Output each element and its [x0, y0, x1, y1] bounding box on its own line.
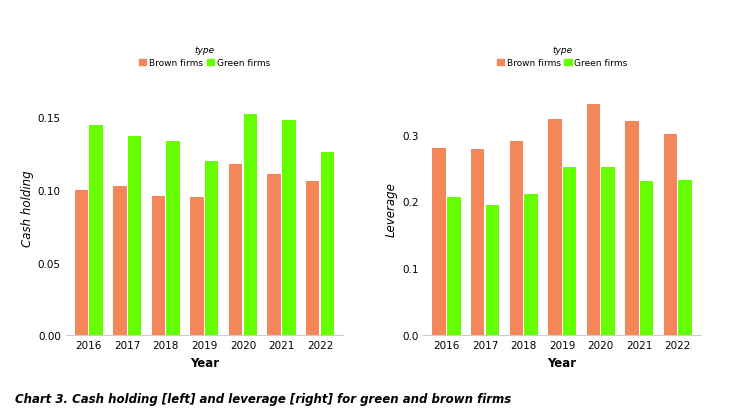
Bar — [128, 137, 142, 335]
Bar — [587, 105, 600, 335]
Bar — [244, 115, 257, 335]
X-axis label: Year: Year — [548, 356, 577, 369]
Bar — [89, 125, 103, 335]
Bar — [510, 142, 523, 335]
X-axis label: Year: Year — [190, 356, 219, 369]
Y-axis label: Cash holding: Cash holding — [20, 171, 34, 247]
Bar — [471, 149, 485, 335]
Bar — [113, 186, 127, 335]
Bar — [282, 121, 296, 335]
Bar — [548, 120, 561, 335]
Legend: Brown firms, Green firms: Brown firms, Green firms — [496, 46, 628, 68]
Legend: Brown firms, Green firms: Brown firms, Green firms — [139, 46, 270, 68]
Bar — [625, 122, 639, 335]
Bar — [74, 191, 88, 335]
Bar — [152, 196, 165, 335]
Bar — [664, 135, 677, 335]
Bar — [524, 195, 537, 335]
Bar — [320, 153, 334, 335]
Bar — [191, 198, 204, 335]
Text: Chart 3. Cash holding [left] and leverage [right] for green and brown firms: Chart 3. Cash holding [left] and leverag… — [15, 392, 511, 405]
Y-axis label: Leverage: Leverage — [385, 181, 398, 236]
Bar — [678, 180, 692, 335]
Bar — [205, 162, 218, 335]
Bar — [432, 148, 446, 335]
Bar — [602, 168, 615, 335]
Bar — [166, 141, 180, 335]
Bar — [267, 175, 281, 335]
Bar — [229, 164, 242, 335]
Bar — [306, 182, 320, 335]
Bar — [447, 197, 461, 335]
Bar — [485, 206, 499, 335]
Bar — [639, 182, 653, 335]
Bar — [563, 168, 576, 335]
